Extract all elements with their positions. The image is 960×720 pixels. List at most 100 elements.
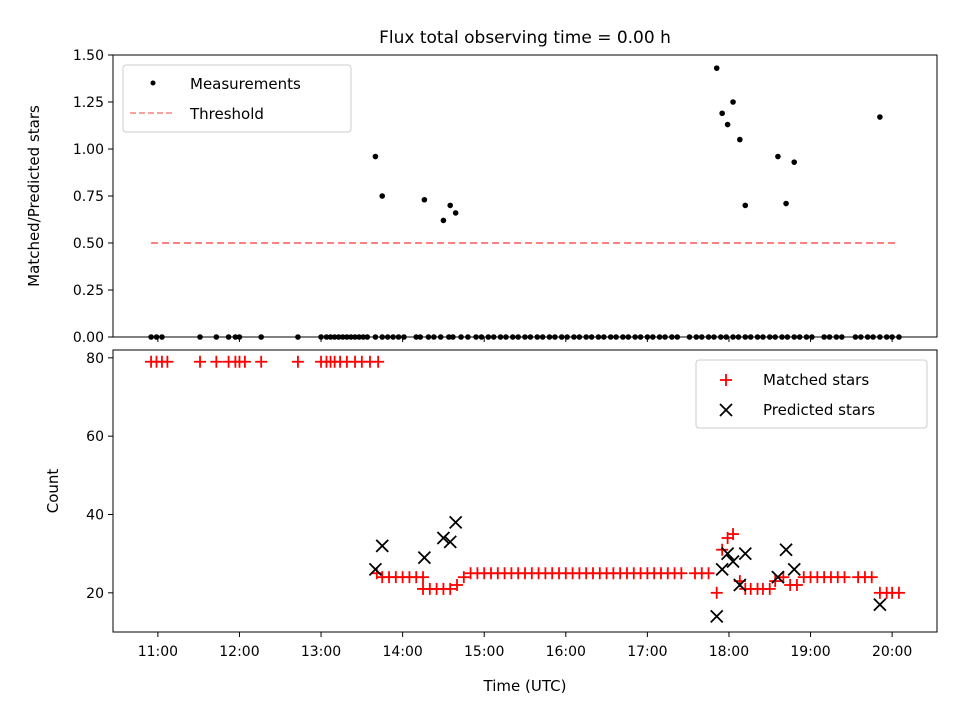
legend-plus-icon [720, 374, 732, 386]
measurement-point [705, 334, 712, 340]
measurement-point [473, 334, 479, 340]
predicted-star-point [443, 535, 457, 549]
measurement-point [384, 334, 391, 340]
measurement-point [497, 334, 504, 340]
measurement-point [401, 334, 407, 340]
measurement-point [864, 334, 871, 340]
measurement-point [637, 334, 644, 340]
measurement-point [803, 334, 810, 340]
measurement-point [601, 334, 607, 340]
measurement-point [534, 334, 541, 340]
bottom-plot-frame [112, 349, 938, 633]
legend-label-measurements: Measurements [190, 75, 301, 93]
measurement-point [522, 334, 528, 340]
matched-star-point [194, 355, 207, 368]
measurement-point [395, 334, 402, 340]
matched-star-point [716, 543, 729, 556]
bottom-x-tick-label: 13:00 [301, 644, 341, 660]
measurement-point [730, 99, 736, 105]
measurement-point [390, 334, 396, 340]
top-y-tick-label: 1.00 [73, 142, 104, 158]
matched-star-point [444, 582, 457, 595]
measurement-point [760, 334, 766, 340]
top-y-tick-label: 1.50 [73, 48, 104, 64]
measurement-point [669, 334, 675, 340]
measurement-point [583, 334, 589, 340]
top-y-tick-label: 1.25 [73, 95, 104, 111]
matched-star-point [838, 571, 851, 584]
measurement-point [421, 196, 428, 203]
measurement-point [364, 334, 371, 340]
matched-star-point [291, 355, 304, 368]
measurement-point [478, 334, 485, 340]
measurement-point [783, 200, 789, 207]
top-y-axis: 0.00 0.25 0.50 0.75 1.00 1.25 1.50 [73, 48, 113, 346]
matched-star-point [255, 355, 268, 368]
measurement-point [724, 121, 731, 128]
measurement-point [718, 334, 724, 340]
predicted-star-point [733, 578, 747, 592]
predicted-star-point [779, 543, 793, 557]
measurement-point [644, 334, 651, 340]
predicted-star-point [368, 562, 383, 576]
measurement-point [754, 334, 761, 340]
measurement-point [693, 334, 700, 340]
predicted-star-point [738, 547, 752, 561]
matched-star-point [790, 579, 803, 591]
measurement-point [766, 334, 773, 340]
measurement-point [809, 334, 815, 340]
measurement-point [870, 334, 876, 340]
measurement-point [656, 334, 663, 340]
measurement-point [571, 334, 577, 340]
measurement-points [148, 65, 902, 340]
measurement-point [730, 334, 736, 340]
measurement-point [232, 334, 239, 340]
bottom-y-tick-label: 40 [86, 508, 104, 524]
bottom-y-axis-label: Count [44, 469, 62, 514]
measurement-point [372, 334, 379, 340]
measurement-point [413, 334, 420, 340]
measurement-point [674, 334, 681, 340]
measurement-point [613, 334, 619, 340]
predicted-star-point [715, 562, 729, 576]
measurement-point [650, 334, 656, 340]
bottom-x-tick-label: 20:00 [872, 644, 912, 660]
measurement-point [335, 334, 342, 340]
measurement-point [153, 334, 160, 340]
predicted-star-point [375, 539, 389, 553]
measurement-point [632, 334, 638, 340]
matched-star-point [763, 582, 776, 595]
measurement-point [625, 334, 632, 340]
measurement-point [742, 334, 749, 340]
measurement-point [458, 334, 464, 340]
measurement-point [772, 334, 778, 340]
legend-label-threshold: Threshold [189, 105, 264, 123]
measurement-point [595, 334, 602, 340]
measurement-point [883, 334, 890, 340]
measurement-point [698, 334, 705, 340]
measurement-point [447, 202, 454, 209]
chart-title: Flux total observing time = 0.00 h [379, 28, 671, 48]
matched-star-point [727, 528, 740, 541]
measurement-point [339, 334, 346, 340]
bottom-x-tick-label: 19:00 [790, 644, 830, 660]
measurement-point [360, 334, 366, 340]
measurement-point [348, 334, 354, 340]
measurement-point [465, 334, 471, 340]
measurement-point [711, 334, 717, 340]
bottom-x-tick-label: 12:00 [219, 644, 259, 660]
measurement-point [779, 334, 785, 340]
measurement-point [686, 334, 693, 340]
measurement-point [539, 334, 546, 340]
matched-star-point [161, 355, 174, 368]
measurement-point [877, 334, 883, 340]
top-y-axis-label: Matched/Predicted stars [25, 105, 43, 287]
predicted-star-point [787, 562, 801, 576]
measurement-point [356, 334, 362, 340]
measurement-point [784, 334, 791, 340]
measurement-point [552, 334, 558, 340]
measurement-point [197, 334, 203, 340]
predicted-star-point [873, 597, 887, 612]
top-y-tick-label: 0.00 [73, 330, 104, 346]
measurement-point [896, 334, 902, 340]
